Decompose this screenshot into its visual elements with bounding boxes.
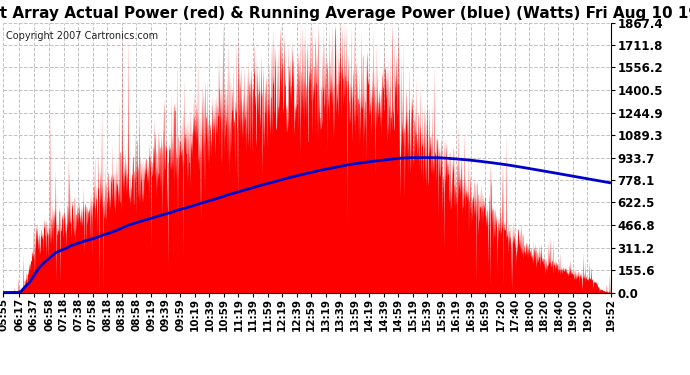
Text: Copyright 2007 Cartronics.com: Copyright 2007 Cartronics.com xyxy=(6,31,159,40)
Text: West Array Actual Power (red) & Running Average Power (blue) (Watts) Fri Aug 10 : West Array Actual Power (red) & Running … xyxy=(0,6,690,21)
